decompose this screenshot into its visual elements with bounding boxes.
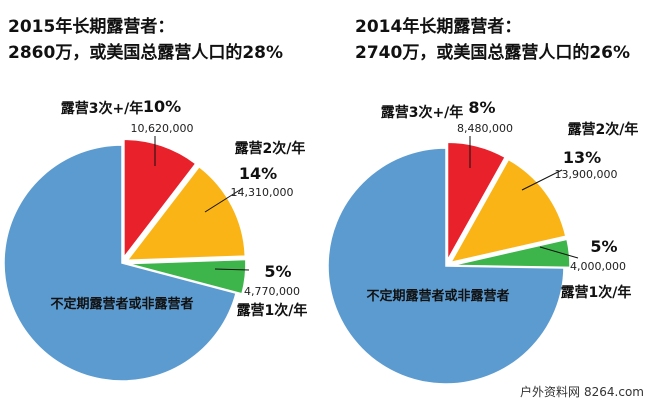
- leader-line: [521, 169, 563, 191]
- pie-slice: [123, 138, 197, 260]
- pie-slice: [446, 141, 507, 264]
- pie-chart-2015: 露营3次+/年 10% 10,620,000 露营2次/年 14% 14,310,000 露…: [3, 97, 308, 382]
- watermark-domain: 8264.com: [584, 385, 644, 399]
- slice-name-label: 露营2次/年: [568, 121, 639, 138]
- slice-count-label: 10,620,000: [131, 122, 194, 135]
- chart-title-line2: 2860万，或美国总露营人口的28%: [8, 43, 284, 63]
- chart-title-line1: 2014年长期露营者：: [355, 17, 522, 37]
- watermark: 户外资料网 8264.com: [520, 383, 644, 400]
- pie-slice: [449, 158, 567, 264]
- slice-name-label: 露营3次+/年: [61, 100, 144, 117]
- slice-count-label: 14,310,000: [231, 186, 294, 199]
- pie-slice: [125, 165, 247, 262]
- slice-percent-label: 5%: [264, 262, 291, 281]
- slice-percent-label: 14%: [239, 164, 277, 183]
- pie-chart-2014: 露营3次+/年 8% 8,480,000 露营2次/年 13%13,900,000 露营1…: [327, 98, 639, 385]
- slice-name-label: 露营2次/年: [235, 140, 306, 157]
- slice-name-label: 露营1次/年: [237, 302, 308, 319]
- slice-name-label: 不定期露营者或非露营者: [50, 296, 193, 312]
- chart-title-line2: 2740万，或美国总露营人口的26%: [355, 43, 631, 63]
- pie-slice: [451, 238, 571, 269]
- watermark-site: 户外资料网: [520, 385, 581, 399]
- pie-slice: [327, 147, 565, 385]
- slice-name-label: 不定期露营者或非露营者: [366, 288, 509, 304]
- slice-count-label: 8,480,000: [457, 122, 513, 135]
- slice-percent-label: 8%: [468, 98, 495, 117]
- chart-panel-2014: 2014年长期露营者： 2740万，或美国总露营人口的26% 露营3次+/年 8%…: [325, 0, 650, 404]
- leader-line: [214, 268, 250, 271]
- slice-count-label: 13,900,000: [555, 168, 618, 181]
- slice-percent-label: 5%: [590, 237, 617, 256]
- slice-count-label: 4,770,000: [244, 285, 300, 298]
- leader-line: [204, 187, 244, 213]
- slice-count-label: 4,000,000: [570, 260, 626, 273]
- chart-title-line1: 2015年长期露营者：: [8, 17, 175, 37]
- slice-percent-label: 13%: [563, 148, 601, 167]
- pie-slice: [127, 258, 247, 295]
- slice-percent-label: 10%: [143, 97, 181, 116]
- slice-name-label: 露营3次+/年: [381, 104, 464, 121]
- chart-panel-2015: 2015年长期露营者： 2860万，或美国总露营人口的28% 露营3次+/年 10…: [3, 17, 308, 382]
- slice-name-label: 露营1次/年: [561, 284, 632, 301]
- pie-slice: [3, 144, 237, 382]
- leader-line: [539, 246, 579, 259]
